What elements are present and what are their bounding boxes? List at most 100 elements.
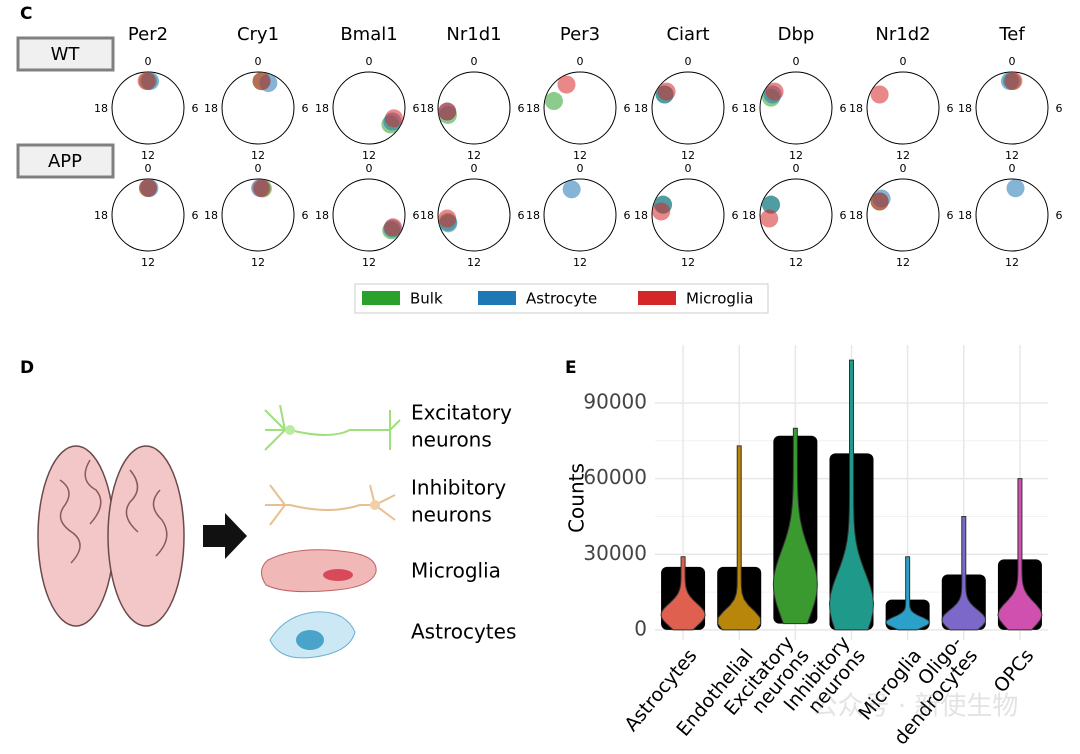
phase-tick-label: 0 [366, 55, 373, 68]
violin [997, 478, 1043, 631]
legend-swatch [638, 291, 676, 305]
phase-tick-label: 12 [362, 256, 376, 269]
phase-tick-label: 18 [742, 102, 756, 115]
phase-tick-label: 18 [94, 209, 108, 222]
x-tick-label-line: OPCs [989, 645, 1038, 697]
phase-circle [332, 71, 406, 145]
phase-tick-label: 0 [1009, 55, 1016, 68]
cell-type-label: Astrocytes [411, 620, 516, 644]
condition-box [16, 36, 115, 72]
phase-tick-label: 6 [413, 209, 420, 222]
phase-tick-label: 6 [732, 102, 739, 115]
legend-swatch [362, 291, 400, 305]
phase-tick-label: 0 [685, 162, 692, 175]
cell-illustrations [261, 404, 401, 659]
phase-tick-label: 0 [255, 55, 262, 68]
phase-circle [866, 178, 940, 252]
phase-tick-label: 12 [789, 256, 803, 269]
phase-marker [139, 179, 157, 197]
condition-box [16, 143, 115, 179]
phase-marker [870, 192, 889, 211]
phase-tick-label: 18 [958, 209, 972, 222]
phase-tick-label: 12 [467, 149, 481, 162]
phase-tick-label: 0 [685, 55, 692, 68]
cell-type-label: Excitatory [411, 401, 512, 425]
phase-tick-label: 0 [900, 162, 907, 175]
gene-label: Bmal1 [340, 24, 397, 45]
phase-tick-label: 12 [141, 256, 155, 269]
y-tick-label: 60000 [583, 465, 647, 489]
phase-tick-label: 0 [471, 55, 478, 68]
phase-tick-label: 6 [518, 209, 525, 222]
y-axis-label: Counts [565, 463, 589, 533]
watermark: 公众号 · 新使生物 [812, 692, 1019, 722]
phase-tick-label: 18 [634, 209, 648, 222]
phase-tick-label: 18 [204, 102, 218, 115]
phase-marker [657, 82, 676, 101]
phase-tick-label: 6 [302, 102, 309, 115]
condition-label: WT [51, 44, 81, 65]
legend-label: Microglia [686, 290, 753, 308]
cell-type-label: neurons [411, 428, 492, 452]
phase-circle [332, 178, 406, 252]
phase-tick-label: 18 [849, 102, 863, 115]
phase-tick-label: 6 [192, 102, 199, 115]
cell-type-label: neurons [411, 503, 492, 527]
phase-tick-label: 18 [315, 102, 329, 115]
phase-tick-label: 18 [742, 209, 756, 222]
phase-tick-label: 0 [577, 55, 584, 68]
panel-label: D [20, 358, 34, 378]
phase-tick-label: 18 [634, 102, 648, 115]
arrow [203, 513, 247, 559]
phase-tick-label: 18 [315, 209, 329, 222]
phase-circle [975, 178, 1049, 252]
phase-marker [1004, 72, 1023, 91]
phase-marker [562, 180, 581, 199]
gene-label: Nr1d2 [875, 24, 930, 45]
cell-type-label: Inhibitory [411, 476, 506, 500]
gene-label: Tef [998, 24, 1025, 45]
phase-tick-label: 6 [732, 209, 739, 222]
violin [717, 445, 762, 631]
phase-marker [1006, 179, 1025, 198]
violin [885, 556, 931, 631]
phase-tick-label: 12 [467, 256, 481, 269]
phase-marker [760, 209, 779, 228]
phase-tick-label: 0 [577, 162, 584, 175]
violin [660, 556, 706, 631]
condition-label: APP [48, 151, 82, 172]
legend-swatch [478, 291, 516, 305]
phase-tick-label: 6 [624, 209, 631, 222]
phase-circle [866, 71, 940, 145]
y-tick-label: 0 [634, 616, 647, 640]
phase-tick-label: 18 [204, 209, 218, 222]
phase-tick-label: 6 [840, 209, 847, 222]
phase-tick-label: 18 [420, 102, 434, 115]
phase-marker [137, 72, 156, 91]
phase-marker [557, 75, 576, 94]
phase-tick-label: 0 [145, 162, 152, 175]
legend-label: Astrocyte [526, 290, 597, 308]
phase-marker [252, 179, 271, 198]
phase-circle [221, 71, 295, 145]
phase-marker [765, 82, 784, 101]
gene-label: Dbp [778, 24, 815, 45]
phase-tick-label: 6 [1056, 102, 1063, 115]
gene-label: Cry1 [237, 24, 279, 45]
phase-tick-label: 0 [471, 162, 478, 175]
phase-marker [870, 85, 889, 104]
phase-circle [651, 71, 725, 145]
x-tick-label: OPCs [989, 645, 1038, 697]
phase-tick-label: 6 [947, 209, 954, 222]
panel-label: E [565, 358, 577, 378]
phase-circle [543, 178, 617, 252]
phase-tick-label: 18 [94, 102, 108, 115]
phase-tick-label: 0 [900, 55, 907, 68]
phase-tick-label: 6 [947, 102, 954, 115]
phase-tick-label: 12 [896, 256, 910, 269]
phase-tick-label: 0 [366, 162, 373, 175]
panel-label: C [20, 4, 32, 24]
phase-marker [652, 202, 671, 221]
phase-circle [437, 71, 511, 145]
